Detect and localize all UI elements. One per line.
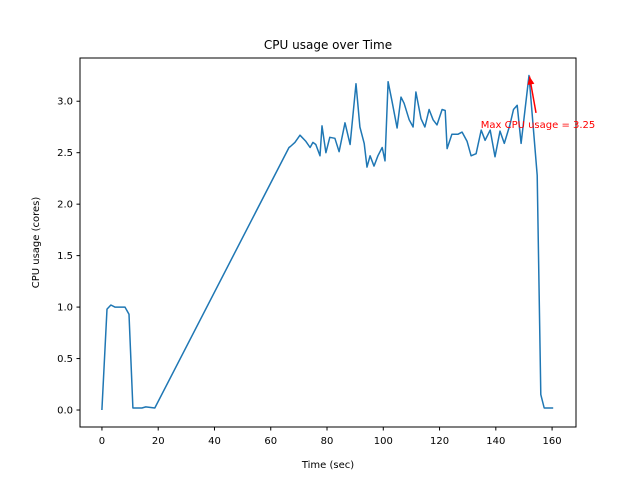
axes-frame [79, 57, 577, 428]
x-axis-label: Time (sec) [301, 460, 354, 471]
y-tick-label: 1.5 [57, 251, 73, 262]
x-tick-label: 40 [208, 436, 221, 447]
y-tick-label: 2.0 [57, 200, 73, 211]
y-tick-label: 0.5 [57, 354, 73, 365]
annotation-arrowhead [527, 76, 535, 85]
y-axis: 0.0 0.5 1.0 1.5 2.0 2.5 3.0 [57, 97, 80, 417]
x-tick-label: 20 [152, 436, 165, 447]
annotation-text: Max CPU usage = 3.25 [481, 120, 596, 131]
y-tick-label: 2.5 [57, 148, 73, 159]
y-tick-label: 0.0 [57, 406, 73, 417]
x-tick-label: 100 [374, 436, 393, 447]
x-tick-label: 80 [321, 436, 334, 447]
plot-area [101, 74, 554, 411]
x-tick-label: 120 [430, 436, 449, 447]
x-tick-label: 60 [264, 436, 277, 447]
max-annotation: Max CPU usage = 3.25 [481, 76, 596, 131]
x-tick-label: 0 [99, 436, 105, 447]
chart-title: CPU usage over Time [264, 38, 392, 52]
x-axis: 0 20 40 60 80 100 120 140 160 [99, 427, 562, 447]
x-tick-label: 140 [486, 436, 505, 447]
x-tick-label: 160 [543, 436, 562, 447]
y-tick-label: 1.0 [57, 303, 73, 314]
y-tick-label: 3.0 [57, 97, 73, 108]
cpu-usage-line [101, 74, 554, 411]
y-axis-label: CPU usage (cores) [31, 197, 42, 289]
